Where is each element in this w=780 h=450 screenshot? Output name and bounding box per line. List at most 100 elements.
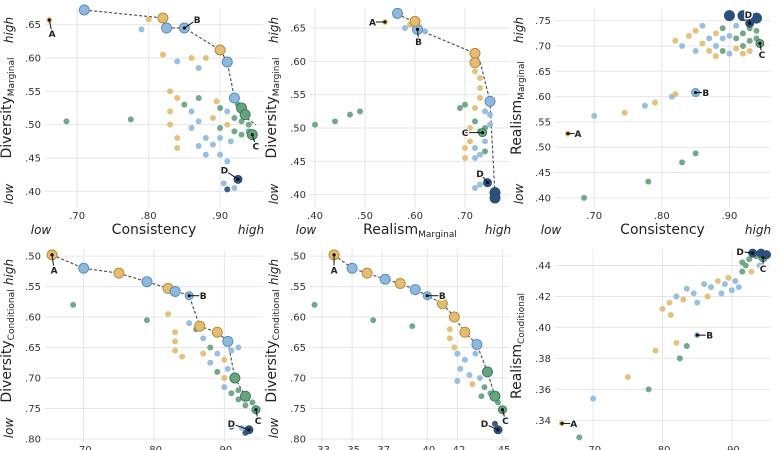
- pareto-frontier-line: [397, 12, 496, 195]
- data-point: [174, 95, 181, 101]
- y-high-label: high: [512, 17, 526, 43]
- annotation-arrow: [484, 423, 499, 431]
- data-point: [735, 284, 742, 291]
- annotation-arrow: [417, 29, 419, 42]
- y-tick-label: .34: [535, 416, 551, 427]
- annotation-arrowhead: [566, 131, 570, 136]
- data-point: [457, 365, 464, 372]
- y-tick-label: .45: [290, 157, 306, 168]
- data-point: [489, 192, 501, 204]
- data-point: [461, 356, 468, 363]
- plot-area: [555, 8, 770, 208]
- x-tick-label: .70: [69, 211, 85, 222]
- y-axis-label-subscript: Marginal: [272, 57, 282, 96]
- data-point: [692, 150, 699, 157]
- data-point: [195, 65, 202, 71]
- data-point: [186, 320, 193, 327]
- annotation-arrowhead: [761, 256, 765, 260]
- x-tick-label: .42: [449, 445, 465, 450]
- data-point: [624, 373, 631, 380]
- data-point: [224, 365, 231, 372]
- data-point: [167, 121, 174, 128]
- data-point: [202, 135, 209, 141]
- y-tick-label: .42: [535, 292, 551, 303]
- data-point: [478, 393, 485, 400]
- x-tick-label: .80: [654, 211, 670, 222]
- annotation-arrowhead: [254, 408, 258, 412]
- data-point: [590, 395, 597, 402]
- data-point: [472, 350, 479, 357]
- x-tick-label: .45: [495, 445, 511, 450]
- annotation-arrowhead: [250, 133, 254, 137]
- y-axis-label-main: Diversity: [0, 96, 15, 158]
- point-annotation-label: A: [51, 267, 58, 277]
- point-annotation-label: A: [331, 267, 338, 277]
- x-tick-label: .90: [721, 211, 737, 222]
- data-point: [181, 101, 188, 108]
- point-annotation-label: C: [760, 265, 767, 275]
- data-point: [472, 145, 478, 151]
- data-point: [477, 181, 483, 188]
- data-point: [457, 105, 463, 111]
- annotation-arrow: [479, 173, 488, 183]
- data-point: [167, 88, 174, 95]
- x-axis-label-main: Consistency: [620, 222, 705, 238]
- data-point: [207, 359, 214, 366]
- data-point: [312, 121, 318, 128]
- data-point: [200, 350, 207, 357]
- x-axis-label: RealismMarginal: [363, 222, 457, 240]
- data-point: [467, 125, 473, 131]
- x-tick-label: .33: [314, 445, 330, 450]
- data-point: [739, 268, 746, 275]
- data-point: [712, 53, 719, 60]
- annotation-arrowhead: [758, 41, 762, 46]
- point-annotation-label: A: [49, 30, 56, 40]
- data-point: [409, 323, 416, 330]
- data-point: [221, 56, 233, 68]
- data-point: [739, 42, 746, 49]
- data-point: [676, 355, 683, 362]
- data-point: [489, 390, 501, 402]
- point-annotation-label: A: [575, 130, 582, 140]
- data-point: [409, 284, 421, 296]
- x-tick-label: .80: [655, 445, 671, 450]
- data-point: [195, 118, 202, 125]
- data-point: [222, 335, 234, 347]
- data-point: [174, 135, 181, 141]
- data-point: [462, 155, 468, 161]
- data-point: [209, 115, 216, 121]
- y-tick-label: .38: [535, 354, 551, 365]
- data-point: [746, 37, 753, 44]
- data-point: [145, 16, 152, 23]
- y-axis-label-subscript: Marginal: [7, 57, 17, 96]
- data-point: [235, 396, 242, 403]
- data-point: [332, 118, 338, 125]
- data-point: [141, 276, 153, 288]
- data-point: [462, 145, 468, 151]
- data-point: [311, 301, 318, 308]
- data-point: [221, 356, 228, 363]
- annotation-arrowhead: [50, 253, 54, 257]
- data-point: [714, 277, 721, 284]
- data-point: [659, 305, 666, 312]
- data-point: [229, 372, 241, 384]
- y-low-label: low: [512, 184, 526, 205]
- data-point: [718, 290, 725, 297]
- data-point: [748, 268, 755, 275]
- data-point: [63, 118, 70, 125]
- data-point: [466, 371, 473, 378]
- data-point: [672, 37, 679, 44]
- data-point: [482, 108, 488, 115]
- data-point: [221, 375, 228, 381]
- data-point: [239, 390, 251, 402]
- data-point: [712, 42, 719, 49]
- point-annotation-label: C: [462, 129, 469, 139]
- data-point: [732, 277, 739, 284]
- x-high-label: high: [745, 223, 771, 237]
- data-point: [228, 423, 235, 430]
- annotation-arrow: [224, 169, 239, 180]
- point-annotation-label: C: [255, 417, 262, 427]
- y-tick-label: .50: [25, 120, 41, 131]
- data-point: [228, 92, 240, 104]
